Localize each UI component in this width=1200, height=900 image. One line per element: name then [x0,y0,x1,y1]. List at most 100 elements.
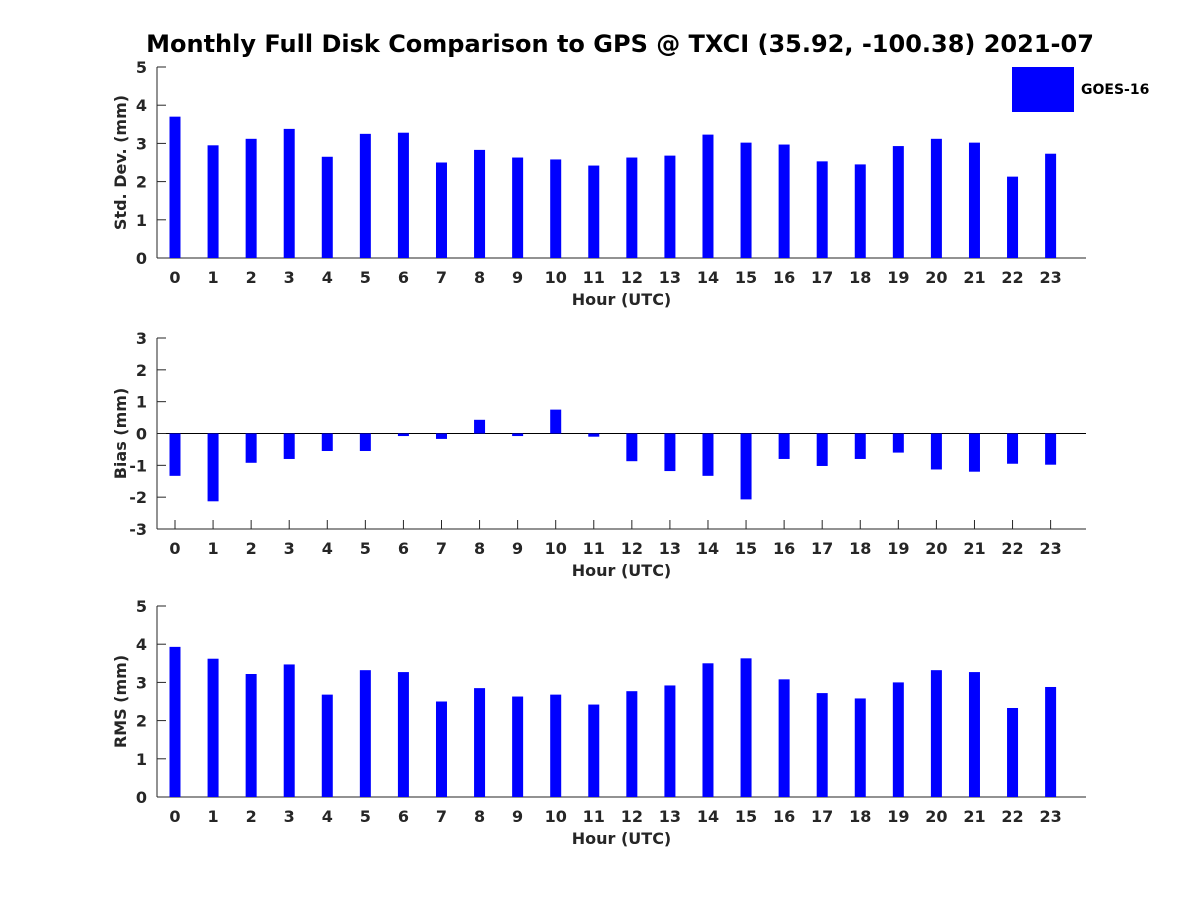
rms-bar [435,701,447,797]
std-dev-bar [207,145,219,258]
bias-bar [854,433,866,459]
bias-bar [245,433,257,463]
std-dev-bar [1045,153,1057,258]
std-dev-y-tick-label: 3 [136,134,147,153]
std-dev-bar [930,138,942,258]
std-dev-x-tick-label: 18 [849,268,871,287]
std-dev-bar [854,164,866,258]
std-dev-x-tick-label: 15 [735,268,757,287]
std-dev-xlabel: Hour (UTC) [572,290,672,309]
std-dev-bar [664,155,676,258]
rms-bar [702,663,714,797]
rms-y-tick-label: 0 [136,788,147,807]
rms-x-tick-label: 3 [284,807,295,826]
rms-x-tick-label: 4 [322,807,333,826]
std-dev-x-tick-label: 17 [811,268,833,287]
std-dev-x-tick-label: 7 [436,268,447,287]
rms-bar [892,682,904,797]
bias-x-tick-label: 4 [322,539,333,558]
bias-bar [778,433,790,459]
std-dev-bar [892,146,904,258]
bias-x-tick-label: 10 [545,539,567,558]
rms-bar [1007,707,1019,797]
std-dev-x-tick-label: 23 [1039,268,1061,287]
std-dev-x-tick-label: 11 [583,268,605,287]
bias-x-tick-label: 5 [360,539,371,558]
bias-bar [626,433,638,462]
bias-y-tick-label: 0 [136,425,147,444]
std-dev-bar [435,162,447,258]
bias-bar [664,433,676,472]
rms-y-tick-label: 1 [136,750,147,769]
rms-x-tick-label: 7 [436,807,447,826]
rms-x-tick-label: 21 [963,807,985,826]
std-dev-x-tick-label: 5 [360,268,371,287]
bias-y-tick-label: -1 [129,456,147,475]
std-dev-x-tick-label: 3 [284,268,295,287]
bias-bar [321,433,333,452]
bias-x-tick-label: 22 [1001,539,1023,558]
rms-x-tick-label: 2 [246,807,257,826]
bias-bar [816,433,828,466]
bias-x-tick-label: 6 [398,539,409,558]
rms-x-tick-label: 17 [811,807,833,826]
rms-y-tick-label: 3 [136,673,147,692]
bias-y-tick-label: -3 [129,520,147,539]
bias-bar [968,433,980,472]
rms-x-tick-label: 14 [697,807,719,826]
bias-bar [740,433,752,500]
chart-title: Monthly Full Disk Comparison to GPS @ TX… [146,30,1094,58]
bias-bar [435,433,447,439]
std-dev-bar [1007,176,1019,258]
rms-x-tick-label: 18 [849,807,871,826]
bias-x-tick-label: 23 [1039,539,1061,558]
std-dev-x-tick-label: 22 [1001,268,1023,287]
bias-bar [512,433,524,437]
std-dev-bar [588,165,600,258]
std-dev-bar [550,159,562,258]
rms-x-tick-label: 10 [545,807,567,826]
bias-bar [359,433,371,452]
std-dev-bar [702,134,714,258]
legend: GOES-16 [1012,67,1149,112]
rms-bar [169,646,181,797]
rms-y-tick-label: 5 [136,597,147,616]
bias-x-tick-label: 15 [735,539,757,558]
bias-bar [1045,433,1057,465]
std-dev-y-tick-label: 1 [136,211,147,230]
rms-bar [930,670,942,797]
bias-x-tick-label: 18 [849,539,871,558]
std-dev-bar [968,142,980,258]
std-dev-bar [359,133,371,258]
rms-x-tick-label: 1 [207,807,218,826]
std-dev-y-tick-label: 5 [136,58,147,77]
bias-y-tick-label: -2 [129,488,147,507]
rms-bar [1045,686,1057,797]
bias-y-tick-label: 3 [136,329,147,348]
rms-bar [664,685,676,797]
bias-bar [283,433,295,459]
bias-bar [474,419,486,434]
rms-x-tick-label: 5 [360,807,371,826]
rms-bar [512,696,524,797]
rms-x-tick-label: 22 [1001,807,1023,826]
rms-xlabel: Hour (UTC) [572,829,672,848]
bias-x-tick-label: 16 [773,539,795,558]
rms-ylabel: RMS (mm) [111,655,130,748]
rms-bar [474,688,486,797]
rms-bar [283,664,295,797]
rms-bar [816,693,828,797]
rms-bar [207,658,219,797]
std-dev-x-tick-label: 4 [322,268,333,287]
std-dev-bar [245,138,257,258]
std-dev-x-tick-label: 1 [207,268,218,287]
rms-y-tick-label: 2 [136,712,147,731]
std-dev-bar [283,128,295,258]
rms-x-tick-label: 6 [398,807,409,826]
bias-x-tick-label: 7 [436,539,447,558]
std-dev-bar [169,116,181,258]
std-dev-x-tick-label: 9 [512,268,523,287]
bias-x-tick-label: 21 [963,539,985,558]
